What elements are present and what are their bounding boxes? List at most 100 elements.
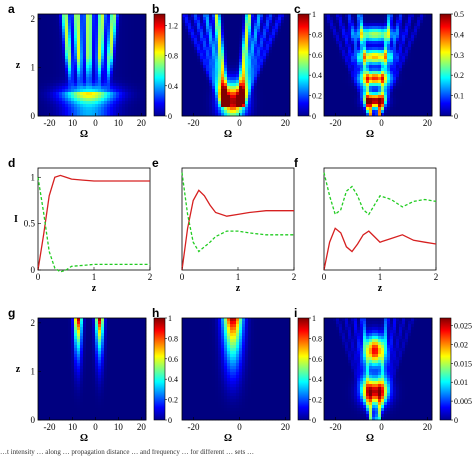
- heatmap-cell: [348, 38, 352, 42]
- heatmap-cell: [275, 86, 279, 90]
- heatmap-cell: [336, 86, 340, 90]
- heatmap-cell: [206, 44, 210, 48]
- heatmap-cell: [423, 74, 427, 78]
- heatmap-cell: [417, 26, 421, 30]
- heatmap-cell: [218, 44, 222, 48]
- heatmap-cell: [402, 14, 406, 18]
- heatmap-cell: [122, 399, 126, 403]
- heatmap-cell: [53, 98, 57, 102]
- heatmap-cell: [107, 330, 111, 334]
- heatmap-cell: [47, 98, 51, 102]
- heatmap-cell: [372, 32, 376, 36]
- heatmap-cell: [41, 53, 45, 57]
- heatmap-cell: [420, 53, 424, 57]
- heatmap-cell: [396, 20, 400, 24]
- heatmap-cell: [372, 68, 376, 72]
- heatmap-cell: [363, 83, 367, 87]
- heatmap-cell: [137, 393, 141, 397]
- heatmap-cell: [104, 384, 108, 388]
- heatmap-cell: [275, 83, 279, 87]
- heatmap-cell: [194, 59, 198, 63]
- heatmap-cell: [336, 74, 340, 78]
- heatmap-cell: [197, 32, 201, 36]
- heatmap-cell: [212, 44, 216, 48]
- heatmap-cell: [342, 80, 346, 84]
- heatmap-cell: [98, 411, 102, 415]
- heatmap-cell: [107, 336, 111, 340]
- heatmap-cell: [408, 41, 412, 45]
- heatmap-cell: [239, 14, 243, 18]
- heatmap-cell: [38, 65, 42, 69]
- heatmap-cell: [420, 89, 424, 93]
- heatmap-cell: [89, 29, 93, 33]
- heatmap-cell: [236, 110, 240, 114]
- heatmap-cell: [68, 17, 72, 21]
- heatmap-cell: [363, 50, 367, 54]
- heatmap-cell: [330, 65, 334, 69]
- heatmap-cell: [98, 333, 102, 337]
- heatmap-cell: [284, 83, 288, 87]
- heatmap-cell: [104, 71, 108, 75]
- heatmap-cell: [47, 77, 51, 81]
- heatmap-cell: [113, 372, 117, 376]
- heatmap-cell: [98, 41, 102, 45]
- heatmap-cell: [357, 101, 361, 105]
- heatmap-cell: [390, 17, 394, 21]
- heatmap-cell: [95, 318, 99, 322]
- heatmap-cell: [122, 321, 126, 325]
- heatmap-cell: [357, 29, 361, 33]
- heatmap-cell: [80, 110, 84, 114]
- heatmap-cell: [68, 83, 72, 87]
- heatmap-cell: [396, 68, 400, 72]
- heatmap-cell: [104, 345, 108, 349]
- heatmap-cell: [209, 50, 213, 54]
- heatmap-cell: [74, 342, 78, 346]
- heatmap-cell: [387, 32, 391, 36]
- colorbar-tick-label: 0.4: [168, 82, 178, 91]
- heatmap-cell: [191, 113, 195, 117]
- heatmap-cell: [378, 35, 382, 39]
- heatmap-cell: [86, 378, 90, 382]
- heatmap-cell: [417, 95, 421, 99]
- heatmap-cell: [284, 14, 288, 18]
- heatmap-cell: [113, 345, 117, 349]
- heatmap-cell: [348, 17, 352, 21]
- heatmap-cell: [122, 360, 126, 364]
- heatmap-cell: [122, 92, 126, 96]
- heatmap-cell: [113, 104, 117, 108]
- heatmap-cell: [56, 110, 60, 114]
- heatmap-cell: [260, 14, 264, 18]
- heatmap-cell: [128, 95, 132, 99]
- heatmap-cell: [372, 89, 376, 93]
- heatmap-cell: [230, 74, 234, 78]
- heatmap-cell: [38, 53, 42, 57]
- heatmap-cell: [278, 20, 282, 24]
- heatmap-cell: [122, 405, 126, 409]
- heatmap-cell: [245, 113, 249, 117]
- heatmap-cell: [104, 348, 108, 352]
- heatmap-cell: [131, 354, 135, 358]
- heatmap-cell: [98, 38, 102, 42]
- heatmap-cell: [68, 110, 72, 114]
- heatmap-cell: [125, 333, 129, 337]
- heatmap-cell: [230, 38, 234, 42]
- heatmap-cell: [402, 65, 406, 69]
- heatmap-cell: [263, 59, 267, 63]
- heatmap-cell: [65, 59, 69, 63]
- heatmap-cell: [134, 104, 138, 108]
- heatmap-cell: [95, 74, 99, 78]
- heatmap-cell: [399, 77, 403, 81]
- heatmap-cell: [354, 101, 358, 105]
- heatmap-cell: [254, 29, 258, 33]
- heatmap-cell: [140, 80, 144, 84]
- heatmap-cell: [74, 47, 78, 51]
- heatmap-cell: [287, 86, 291, 90]
- heatmap-cell: [188, 41, 192, 45]
- heatmap-cell: [260, 68, 264, 72]
- heatmap-cell: [411, 50, 415, 54]
- heatmap-cell: [239, 98, 243, 102]
- heatmap-cell: [125, 113, 129, 117]
- heatmap-cell: [50, 110, 54, 114]
- heatmap-cell: [86, 23, 90, 27]
- heatmap-cell: [134, 330, 138, 334]
